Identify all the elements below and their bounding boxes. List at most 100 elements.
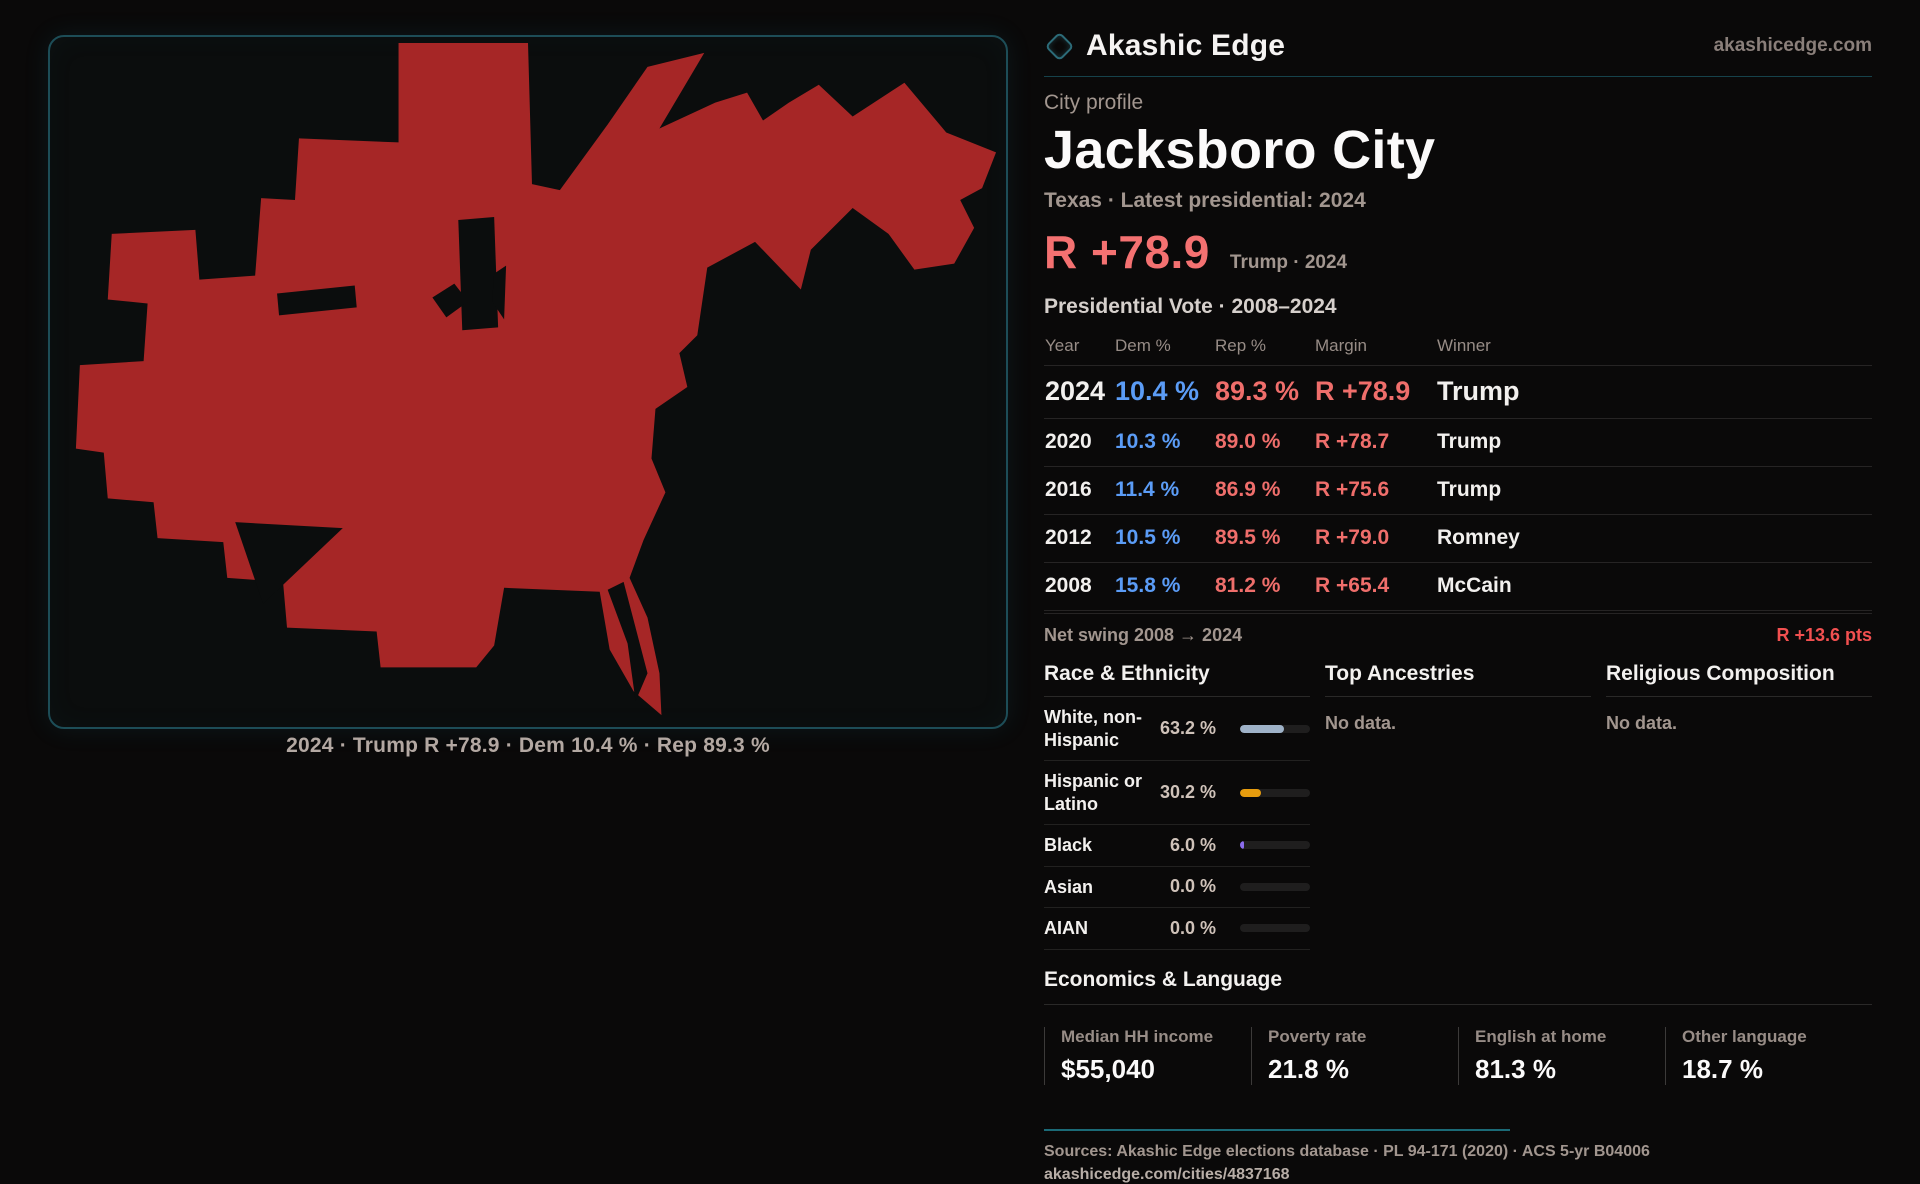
- city-permalink[interactable]: akashicedge.com/cities/4837168: [1044, 1165, 1290, 1183]
- stat-card: Poverty rate 21.8 %: [1251, 1026, 1458, 1085]
- economics-stats: Median HH income $55,040 Poverty rate 21…: [1044, 1026, 1872, 1085]
- net-swing-row: Net swing 2008 → 2024 R +13.6 pts: [1044, 613, 1872, 658]
- city-profile-panel: Akashic Edge akashicedge.com City profil…: [1044, 26, 1872, 1184]
- brand-name: Akashic Edge: [1086, 29, 1286, 62]
- race-label: AIAN: [1044, 918, 1088, 938]
- cell-winner: Romney: [1437, 526, 1520, 549]
- stat-card: English at home 81.3 %: [1458, 1026, 1665, 1085]
- city-boundary-map-panel: [48, 35, 1008, 729]
- table-row: 2024 10.4 % 89.3 % R +78.9 Trump: [1044, 366, 1872, 419]
- list-item: Black 6.0 %: [1044, 825, 1310, 867]
- demographics-section: Race & Ethnicity White, non-Hispanic 63.…: [1044, 662, 1872, 950]
- net-swing-label: Net swing 2008 → 2024: [1044, 625, 1243, 645]
- net-swing-value: R +13.6 pts: [1776, 625, 1872, 645]
- headline-margin-context: Trump · 2024: [1229, 252, 1348, 273]
- stat-value: 21.8 %: [1268, 1053, 1349, 1084]
- table-row: 2016 11.4 % 86.9 % R +75.6 Trump: [1044, 467, 1872, 515]
- stat-value: $55,040: [1061, 1053, 1155, 1084]
- table-row: 2012 10.5 % 89.5 % R +79.0 Romney: [1044, 515, 1872, 563]
- cell-year: 2024: [1045, 376, 1106, 406]
- race-ethnicity-heading: Race & Ethnicity: [1044, 662, 1310, 697]
- race-label: Hispanic or Latino: [1044, 771, 1143, 814]
- cell-rep: 86.9 %: [1215, 478, 1281, 501]
- race-value: 63.2 %: [1159, 718, 1216, 738]
- brand-header: Akashic Edge akashicedge.com: [1044, 26, 1872, 66]
- col-header-year: Year: [1045, 336, 1080, 355]
- religious-composition-column: Religious Composition No data.: [1606, 662, 1872, 950]
- headline-margin-row: R +78.9 Trump · 2024: [1044, 225, 1872, 279]
- vote-table-header: Year Dem % Rep % Margin Winner: [1044, 329, 1872, 366]
- list-item: Asian 0.0 %: [1044, 867, 1310, 908]
- stat-label: Other language: [1682, 1026, 1807, 1046]
- col-header-rep: Rep %: [1215, 336, 1267, 355]
- race-bar: [1240, 724, 1310, 733]
- table-row: 2020 10.3 % 89.0 % R +78.7 Trump: [1044, 419, 1872, 467]
- religious-composition-heading: Religious Composition: [1606, 662, 1872, 697]
- col-header-winner: Winner: [1437, 336, 1491, 355]
- cell-margin: R +75.6: [1315, 478, 1390, 501]
- cell-margin: R +79.0: [1315, 526, 1390, 549]
- cell-margin: R +78.7: [1315, 430, 1390, 453]
- page-title: Jacksboro City: [1044, 120, 1436, 180]
- no-data-text: No data.: [1325, 713, 1397, 733]
- list-item: Hispanic or Latino 30.2 %: [1044, 761, 1310, 825]
- race-bar: [1240, 841, 1310, 850]
- col-header-margin: Margin: [1315, 336, 1367, 355]
- brand-domain-link[interactable]: akashicedge.com: [1713, 35, 1872, 56]
- race-bar: [1240, 924, 1310, 933]
- diamond-logo-icon: [1044, 31, 1075, 61]
- race-bar: [1240, 788, 1310, 797]
- sources-footer: Sources: Akashic Edge elections database…: [1044, 1128, 1650, 1184]
- cell-rep: 89.3 %: [1215, 376, 1300, 406]
- page-subtitle: Texas · Latest presidential: 2024: [1044, 189, 1366, 212]
- list-item: AIAN 0.0 %: [1044, 908, 1310, 950]
- race-bar: [1240, 882, 1310, 891]
- cell-dem: 10.5 %: [1115, 526, 1181, 549]
- map-caption: 2024 · Trump R +78.9 · Dem 10.4 % · Rep …: [286, 734, 770, 757]
- race-label: Asian: [1044, 876, 1094, 897]
- cell-year: 2020: [1045, 430, 1092, 453]
- cell-margin: R +78.9: [1315, 376, 1411, 406]
- economics-heading: Economics & Language: [1044, 968, 1872, 1005]
- cell-dem: 10.4 %: [1115, 376, 1200, 406]
- cell-dem: 11.4 %: [1115, 478, 1180, 501]
- city-boundary-map: [75, 42, 997, 716]
- vote-table: Year Dem % Rep % Margin Winner 2024 10.4…: [1044, 329, 1872, 658]
- cell-year: 2016: [1045, 478, 1092, 501]
- vote-table-title: Presidential Vote · 2008–2024: [1044, 295, 1337, 318]
- stat-label: Median HH income: [1061, 1026, 1214, 1046]
- cell-rep: 89.0 %: [1215, 430, 1281, 453]
- race-value: 6.0 %: [1169, 834, 1216, 855]
- race-label: Black: [1044, 835, 1093, 855]
- cell-winner: McCain: [1437, 574, 1512, 597]
- race-value: 0.0 %: [1169, 917, 1216, 938]
- top-ancestries-heading: Top Ancestries: [1325, 662, 1591, 697]
- stat-value: 18.7 %: [1682, 1053, 1763, 1084]
- cell-dem: 15.8 %: [1115, 574, 1181, 597]
- race-value: 30.2 %: [1159, 782, 1216, 802]
- cell-rep: 89.5 %: [1215, 526, 1281, 549]
- race-value: 0.0 %: [1169, 876, 1216, 897]
- stat-card: Other language 18.7 %: [1665, 1026, 1872, 1085]
- cell-winner: Trump: [1437, 430, 1502, 453]
- page-kicker: City profile: [1044, 91, 1144, 114]
- cell-winner: Trump: [1437, 376, 1520, 406]
- list-item: White, non-Hispanic 63.2 %: [1044, 697, 1310, 761]
- cell-year: 2012: [1045, 526, 1092, 549]
- stat-label: English at home: [1475, 1026, 1607, 1046]
- no-data-text: No data.: [1606, 713, 1678, 733]
- top-ancestries-column: Top Ancestries No data.: [1325, 662, 1591, 950]
- table-row: 2008 15.8 % 81.2 % R +65.4 McCain: [1044, 563, 1872, 611]
- cell-winner: Trump: [1437, 478, 1502, 501]
- cell-margin: R +65.4: [1315, 574, 1390, 597]
- col-header-dem: Dem %: [1115, 336, 1171, 355]
- cell-rep: 81.2 %: [1215, 574, 1281, 597]
- stat-value: 81.3 %: [1475, 1053, 1556, 1084]
- cell-dem: 10.3 %: [1115, 430, 1181, 453]
- cell-year: 2008: [1045, 574, 1092, 597]
- race-label: White, non-Hispanic: [1044, 707, 1142, 750]
- header-divider: [1044, 76, 1872, 77]
- sources-text: Sources: Akashic Edge elections database…: [1044, 1142, 1650, 1160]
- stat-card: Median HH income $55,040: [1044, 1026, 1251, 1085]
- race-ethnicity-column: Race & Ethnicity White, non-Hispanic 63.…: [1044, 662, 1310, 950]
